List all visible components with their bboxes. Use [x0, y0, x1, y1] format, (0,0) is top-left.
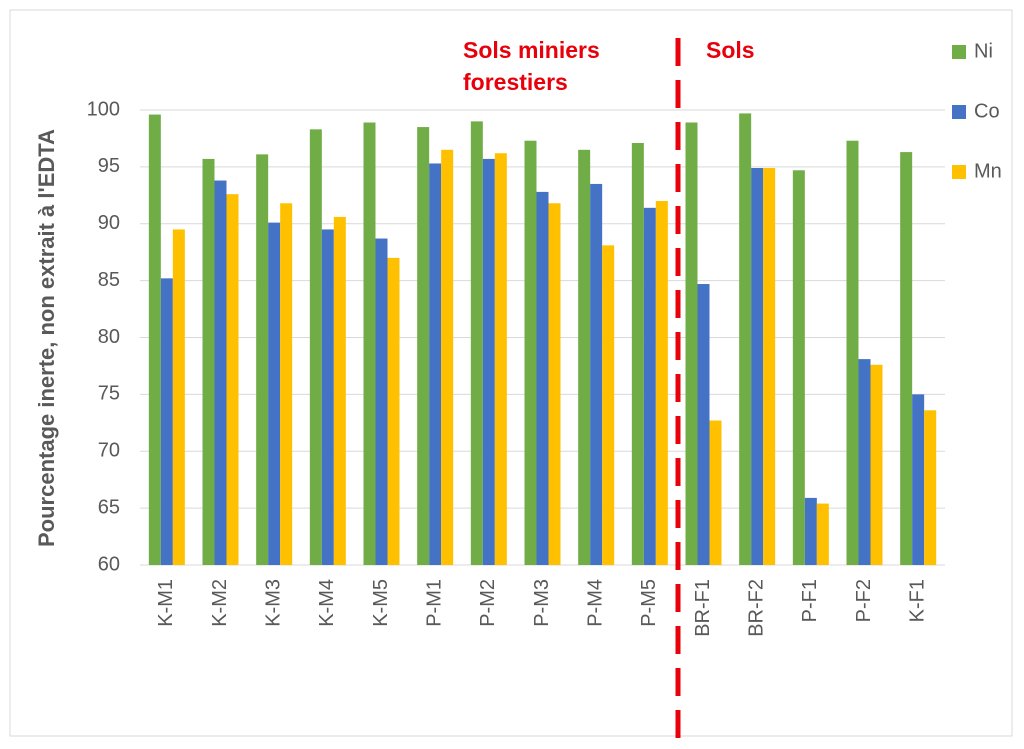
- y-tick-label: 80: [98, 326, 120, 348]
- bar: [482, 158, 495, 565]
- bar: [441, 149, 454, 565]
- bar: [912, 394, 925, 565]
- x-tick-label: BR-F2: [745, 579, 767, 637]
- bar: [900, 152, 913, 565]
- legend-label: Mn: [974, 160, 1002, 182]
- bar: [333, 216, 346, 566]
- x-tick-label: P-M4: [584, 579, 606, 627]
- x-tick-label: K-M1: [155, 579, 177, 627]
- bar: [280, 203, 293, 565]
- bar: [256, 154, 269, 566]
- bar: [655, 201, 668, 565]
- x-tick-label: P-M2: [477, 579, 499, 627]
- bar: [202, 158, 215, 565]
- bar: [792, 170, 805, 565]
- y-tick-label: 100: [87, 98, 120, 120]
- bar: [309, 129, 322, 565]
- bar: [870, 364, 883, 565]
- bar: [697, 284, 710, 565]
- bar: [602, 245, 615, 566]
- annotation: forestiers: [463, 69, 568, 95]
- x-tick-label: K-F1: [906, 579, 928, 622]
- bar: [524, 140, 537, 565]
- y-tick-label: 75: [98, 383, 120, 405]
- legend-label: Co: [974, 100, 1000, 122]
- y-tick-label: 60: [98, 553, 120, 575]
- annotation: Sols: [706, 37, 755, 63]
- bar: [387, 257, 400, 565]
- x-tick-label: P-M3: [531, 579, 553, 627]
- bar: [214, 180, 227, 565]
- bar: [226, 194, 239, 566]
- bar: [924, 410, 937, 565]
- bar: [548, 203, 561, 565]
- bar: [268, 222, 281, 566]
- x-tick-label: K-M2: [209, 579, 231, 627]
- bar: [739, 113, 752, 565]
- y-tick-label: 70: [98, 440, 120, 462]
- legend-swatch: [952, 165, 966, 179]
- x-tick-label: P-F2: [853, 579, 875, 622]
- bar: [172, 229, 185, 565]
- plot-area: 60 65 70 75 80 85 90 95 100 K-M1 K-M2 K-M3 K-M4 K-M5 P…: [87, 98, 945, 637]
- bar: [429, 163, 442, 565]
- annotation: Sols miniers: [463, 37, 600, 63]
- bar: [685, 122, 698, 565]
- legend-label: Ni: [974, 40, 993, 62]
- bar: [751, 168, 764, 565]
- x-tick-label: P-M5: [638, 579, 660, 627]
- x-tick-label: BR-F1: [692, 579, 714, 637]
- bar: [804, 497, 817, 565]
- bar: [536, 191, 549, 565]
- y-tick-label: 65: [98, 496, 120, 518]
- legend-swatch: [952, 45, 966, 59]
- bar: [578, 149, 591, 565]
- bar: [846, 140, 859, 565]
- bar: [363, 122, 376, 565]
- bar: [643, 207, 656, 565]
- legend-swatch: [952, 105, 966, 119]
- x-tick-label: K-M3: [262, 579, 284, 627]
- bar: [470, 121, 483, 565]
- bar: [148, 114, 161, 566]
- x-tick-label: K-M4: [316, 579, 338, 627]
- bar: [631, 142, 644, 566]
- bar: [709, 420, 722, 565]
- y-tick-label: 90: [98, 212, 120, 234]
- bar: [590, 183, 603, 565]
- bar: [321, 229, 334, 565]
- bar: [816, 503, 829, 565]
- bar: [763, 168, 776, 565]
- x-tick-label: K-M5: [370, 579, 392, 627]
- y-axis-label: Pourcentage inerte, non extrait à l'EDTA: [34, 129, 59, 547]
- bar: [858, 359, 871, 565]
- x-tick-label: P-F1: [799, 579, 821, 622]
- bar: [160, 278, 173, 565]
- y-tick-label: 85: [98, 269, 120, 291]
- bar: [417, 127, 430, 565]
- y-tick-label: 95: [98, 155, 120, 177]
- bar: [375, 238, 388, 565]
- bar: [494, 153, 507, 565]
- x-tick-label: P-M1: [423, 579, 445, 627]
